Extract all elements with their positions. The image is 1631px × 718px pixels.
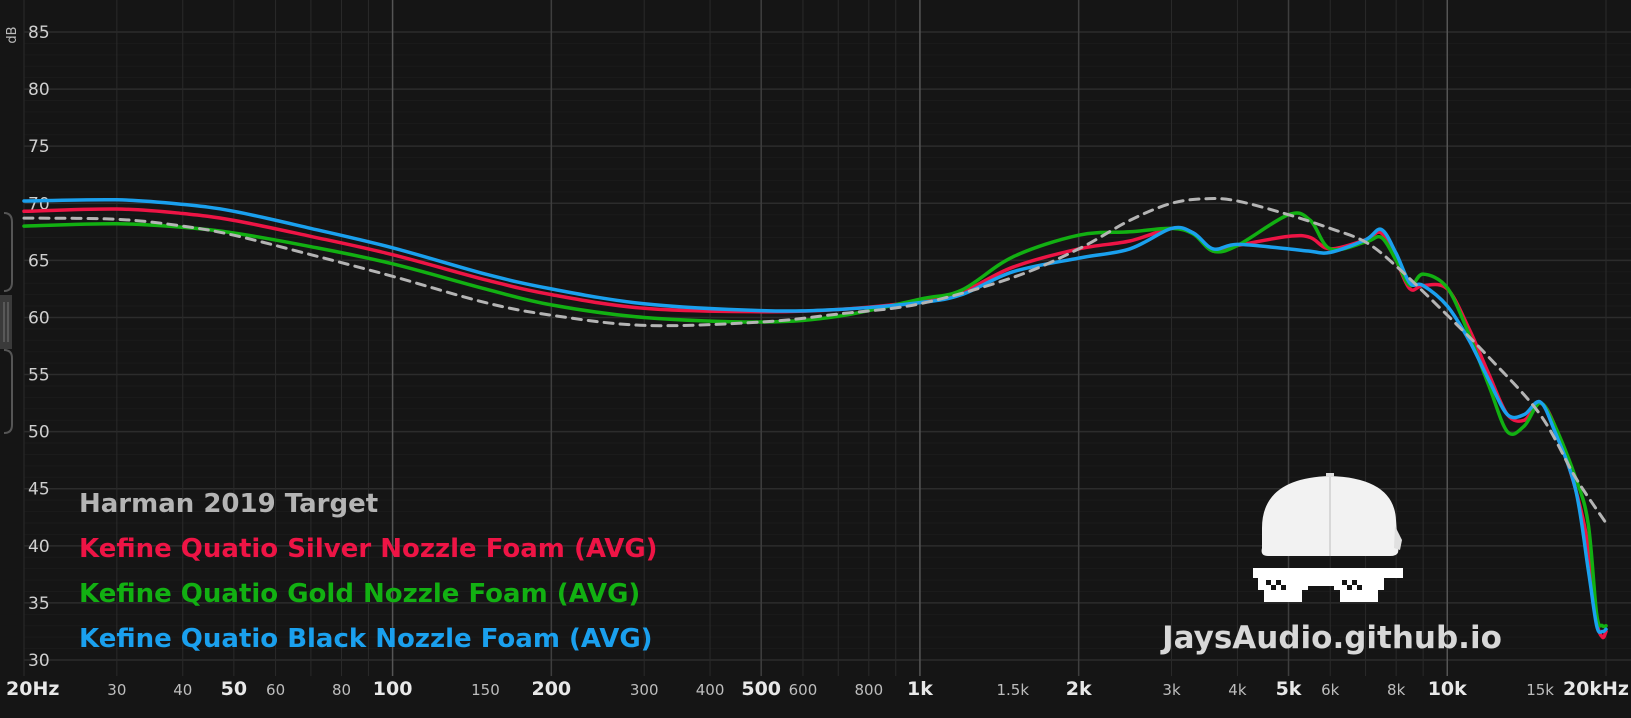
x-tick-label: 100 (373, 678, 413, 700)
x-tick-label: 200 (531, 678, 571, 700)
series-line-kefine-quatio-gold-nozzle-foam-avg (22, 211, 1608, 629)
x-tick-label: 80 (332, 681, 351, 699)
legend: Harman 2019 Target Kefine Quatio Silver … (79, 489, 658, 654)
legend-item-harman-target[interactable]: Harman 2019 Target (79, 489, 378, 519)
series-line-harman-2019-target (22, 197, 1608, 525)
y-tick-label: 65 (28, 251, 50, 271)
x-tick-label: 6k (1321, 681, 1340, 699)
y-tick-label: 75 (28, 137, 50, 157)
x-axis: 20Hz 30 40 50 60 80 100 150 200 300 400 500 600 800 1k… (6, 678, 1629, 700)
y-tick-label: 85 (28, 23, 50, 43)
x-tick-label: 1k (907, 678, 933, 700)
series-lines (22, 197, 1608, 640)
x-tick-label: 4k (1228, 681, 1247, 699)
x-tick-label: 300 (630, 681, 659, 699)
x-tick-label: 2k (1066, 678, 1092, 700)
x-tick-label: 15k (1526, 681, 1554, 699)
x-tick-label: 20kHz (1563, 678, 1629, 700)
y-tick-label: 55 (28, 366, 50, 386)
y-tick-label: 30 (28, 651, 50, 671)
y-tick-label: 50 (28, 423, 50, 443)
x-tick-label: 5k (1276, 678, 1302, 700)
jaysaudio-logo (1253, 473, 1403, 602)
x-tick-label: 1.5k (997, 681, 1030, 699)
x-tick-label: 3k (1162, 681, 1181, 699)
y-tick-label: 40 (28, 537, 50, 557)
x-tick-label: 600 (789, 681, 818, 699)
y-axis-unit-label: dB (5, 26, 20, 43)
x-tick-label: 10k (1428, 678, 1467, 700)
x-tick-label: 40 (173, 681, 192, 699)
y-tick-label: 45 (28, 480, 50, 500)
y-tick-label: 80 (28, 80, 50, 100)
legend-item-gold-foam[interactable]: Kefine Quatio Gold Nozzle Foam (AVG) (79, 579, 640, 609)
legend-item-silver-foam[interactable]: Kefine Quatio Silver Nozzle Foam (AVG) (79, 534, 658, 564)
y-scale-drag-handle[interactable] (0, 212, 13, 434)
x-tick-label: 800 (854, 681, 883, 699)
x-tick-label: 150 (471, 681, 500, 699)
watermark-text: JaysAudio.github.io (1160, 620, 1502, 656)
x-tick-label: 20Hz (6, 678, 59, 700)
x-tick-label: 8k (1387, 681, 1406, 699)
x-tick-label: 50 (221, 678, 247, 700)
y-tick-label: 60 (28, 308, 50, 328)
y-tick-label: 35 (28, 594, 50, 614)
x-tick-label: 400 (696, 681, 725, 699)
legend-item-black-foam[interactable]: Kefine Quatio Black Nozzle Foam (AVG) (79, 624, 653, 654)
x-tick-label: 60 (266, 681, 285, 699)
x-tick-label: 500 (741, 678, 781, 700)
series-line-kefine-quatio-black-nozzle-foam-avg (22, 197, 1608, 635)
x-tick-label: 30 (107, 681, 126, 699)
